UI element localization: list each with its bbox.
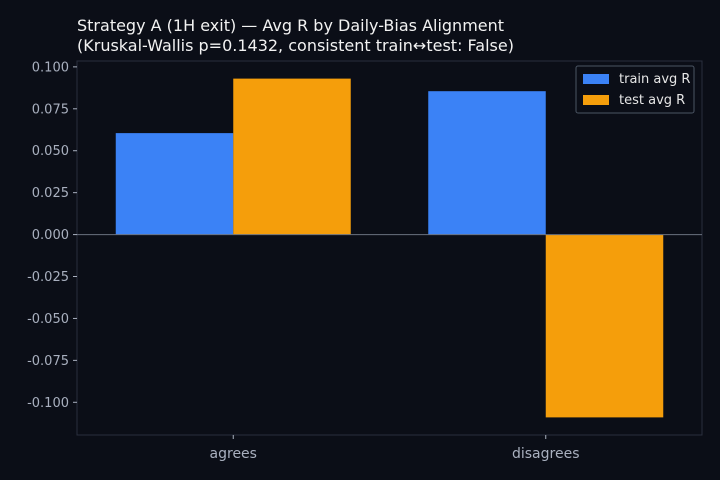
y-axis: 0.100 0.075 0.050 0.025 0.000 -0.025 -0.050 -0.… [27,60,77,411]
legend-label-train: train avg R [619,72,690,87]
y-tick-label: 0.000 [32,228,69,243]
plot-area [76,60,703,436]
bar-train-disagrees [428,91,546,235]
legend-label-test: test avg R [619,93,685,108]
y-tick-label: 0.075 [32,102,69,117]
legend-swatch-train [583,74,609,84]
y-tick-label: -0.025 [27,270,69,285]
chart-title-line1: Strategy A (1H exit) — Avg R by Daily-Bi… [77,16,504,35]
chart-title-line2: (Kruskal-Wallis p=0.1432, consistent tra… [77,36,514,55]
y-tick-label: 0.100 [32,60,69,75]
bar-test-disagrees [545,234,664,418]
x-tick-label: agrees [210,446,257,462]
y-tick-label: -0.075 [27,354,69,369]
x-axis: agrees disagrees [210,435,580,462]
y-tick-label: 0.025 [32,186,69,201]
legend-swatch-test [583,95,609,105]
y-tick-label: -0.100 [27,396,69,411]
bar-test-agrees [233,78,351,235]
bars-group [115,78,664,418]
x-tick-label: disagrees [512,446,580,462]
y-tick-label: -0.050 [27,312,69,327]
legend: train avg R test avg R [575,65,695,114]
y-tick-label: 0.050 [32,144,69,159]
bar-train-agrees [115,133,234,235]
